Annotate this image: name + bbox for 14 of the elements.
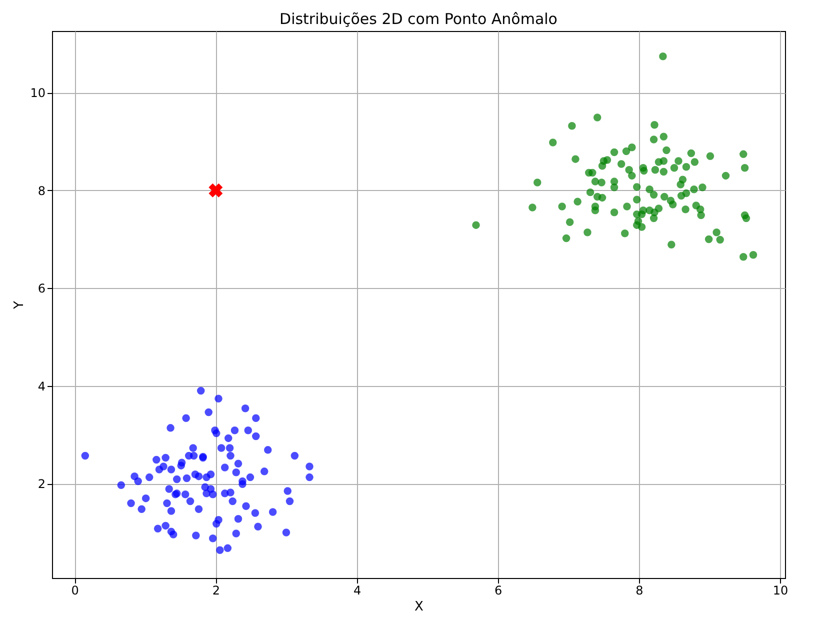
x-tick-label: 2 [212, 584, 220, 598]
y-tick-label: 4 [38, 379, 46, 394]
x-axis-title: X [414, 600, 424, 614]
x-tick-label: 4 [353, 584, 362, 598]
y-axis-title: Y [12, 300, 28, 310]
x-tick-label: 6 [494, 584, 502, 598]
y-tick-label: 6 [38, 282, 46, 296]
x-tick-label: 8 [636, 584, 644, 598]
y-tick-label: 8 [38, 184, 46, 198]
y-tick-label: 2 [38, 477, 46, 492]
x-tick-label: 10 [772, 584, 788, 598]
y-tick-label: 10 [30, 86, 46, 100]
chart-title: Distribuições 2D com Ponto Anômalo [280, 10, 558, 28]
x-tick-label: 0 [71, 584, 79, 598]
